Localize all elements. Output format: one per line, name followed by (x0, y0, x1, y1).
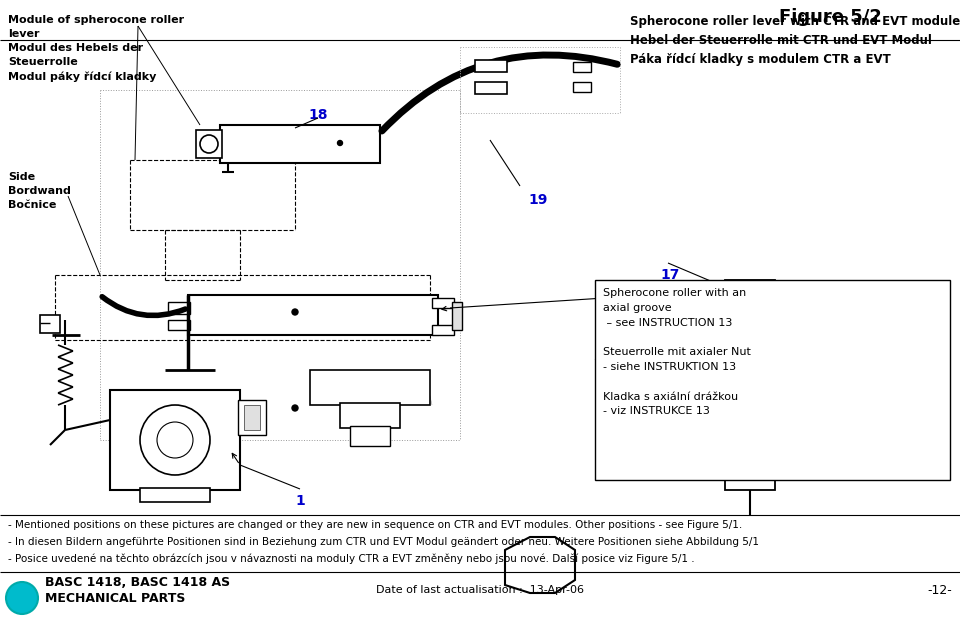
Bar (340, 403, 400, 428)
Text: KD: KD (16, 597, 28, 603)
Bar (727, 420, 773, 442)
Text: - Mentioned positions on these pictures are changed or they are new in sequence : - Mentioned positions on these pictures … (8, 520, 742, 530)
Text: 19: 19 (528, 193, 548, 207)
Bar (475, 60, 507, 72)
Bar (168, 302, 190, 314)
Text: Spherocone roller with an
axial groove
 – see INSTRUCTION 13

Steuerrolle mit ax: Spherocone roller with an axial groove –… (603, 288, 751, 417)
Text: MECHANICAL PARTS: MECHANICAL PARTS (45, 592, 185, 605)
Text: -12-: -12- (927, 584, 952, 596)
Bar (743, 385, 757, 400)
Bar (196, 130, 222, 158)
Text: 17: 17 (660, 268, 680, 282)
Bar (210, 300, 410, 330)
Polygon shape (727, 400, 773, 420)
Text: - In diesen Bildern angeführte Positionen sind in Beziehung zum CTR und EVT Modu: - In diesen Bildern angeführte Positione… (8, 537, 759, 547)
Bar (432, 298, 454, 308)
Circle shape (140, 405, 210, 475)
Bar (725, 472, 775, 490)
Text: BASC 1418, BASC 1418 AS: BASC 1418, BASC 1418 AS (45, 576, 230, 589)
Bar (238, 400, 266, 435)
Text: 1: 1 (295, 494, 304, 508)
Text: Figure 5/2: Figure 5/2 (779, 8, 881, 26)
Circle shape (292, 309, 298, 315)
Bar (188, 295, 438, 335)
Circle shape (338, 141, 343, 145)
Polygon shape (727, 350, 773, 385)
Bar (40, 315, 60, 333)
Bar (244, 405, 260, 430)
Circle shape (157, 422, 193, 458)
Bar (432, 325, 454, 335)
Text: 10: 10 (680, 388, 700, 402)
Text: 4: 4 (613, 303, 623, 317)
Bar (110, 390, 240, 490)
Bar (743, 298, 757, 328)
Circle shape (6, 582, 38, 614)
Text: - Posice uvedené na těchto obrázcích jsou v návaznosti na moduly CTR a EVT změně: - Posice uvedené na těchto obrázcích jso… (8, 554, 695, 564)
Bar (727, 328, 773, 350)
Bar (475, 82, 507, 94)
Bar (725, 280, 775, 298)
Bar (573, 82, 591, 92)
Bar (310, 370, 430, 405)
Bar (350, 426, 390, 446)
Bar (743, 442, 757, 472)
Circle shape (292, 405, 298, 411)
Bar (573, 62, 591, 72)
Text: Side
Bordwand
Bočnice: Side Bordwand Bočnice (8, 172, 71, 210)
Bar (220, 125, 380, 163)
Polygon shape (505, 537, 575, 593)
Text: Spherocone roller lever with CTR and EVT module
Hebel der Steuerrolle mit CTR un: Spherocone roller lever with CTR and EVT… (630, 15, 960, 66)
Bar (168, 320, 190, 330)
Text: Module of spherocone roller
lever
Modul des Hebels der
Steuerrolle
Modul páky ří: Module of spherocone roller lever Modul … (8, 15, 184, 82)
Bar (452, 302, 462, 330)
Text: 18: 18 (308, 108, 327, 122)
Text: Date of last actualisation :  13-Apr-06: Date of last actualisation : 13-Apr-06 (376, 585, 584, 595)
Bar (140, 488, 210, 502)
Circle shape (200, 135, 218, 153)
Bar (595, 280, 950, 480)
